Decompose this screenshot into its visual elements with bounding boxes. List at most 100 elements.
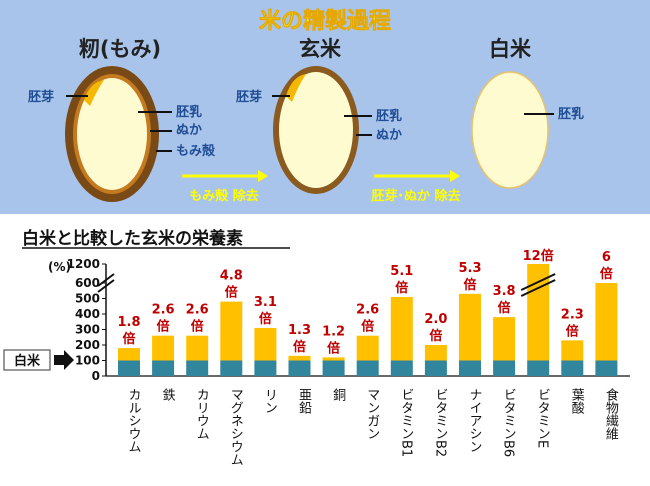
ratio-value-label: 4.8 [220, 269, 243, 284]
y-axis-break [97, 273, 115, 287]
ratio-value-label: 2.0 [424, 312, 447, 327]
bar-baseline-segment [424, 360, 447, 376]
bar [390, 296, 413, 361]
category-label: 鉄 [160, 388, 176, 401]
stage-name-paddy: 籾(もみ) [79, 37, 161, 61]
paddy-grain [65, 66, 159, 202]
category-label: リン [262, 388, 277, 414]
baseline-arrow [54, 350, 74, 370]
bar-baseline-segment [322, 360, 345, 376]
white-rice-endosperm-label: 胚乳 [558, 106, 584, 122]
ratio-value-label: 12倍 [523, 248, 554, 264]
bar [356, 335, 379, 361]
baseline-label: 白米 [14, 353, 41, 369]
step-arrow-1: もみ殻 除去 [182, 170, 268, 204]
rice-refining-diagram: 米の精製過程 籾(もみ) 玄米 白米 胚芽 胚乳 ぬか もみ殻 もみ殻 除去 胚… [0, 0, 650, 214]
y-tick-label: 0 [92, 369, 100, 383]
y-tick-label: 300 [75, 323, 100, 337]
ratio-value-label: 1.8 [117, 315, 140, 330]
bar-baseline-segment [527, 360, 550, 376]
chart-labels: 1.8倍カルシウム2.6倍鉄2.6倍カリウム4.8倍マグネシウム3.1倍リン1.… [117, 248, 618, 466]
paddy-endosperm [77, 78, 147, 190]
bar-baseline-segment [459, 360, 481, 376]
ratio-unit-label: 倍 [327, 340, 340, 356]
category-label: 食物繊維 [603, 387, 619, 440]
ratio-unit-label: 倍 [395, 280, 408, 296]
ratio-unit-label: 倍 [259, 311, 272, 327]
brown-rice-embryo [286, 74, 306, 102]
ratio-value-label: 3.1 [254, 295, 277, 310]
bar [288, 355, 311, 361]
bar-baseline-segment [595, 360, 618, 376]
y-tick-label: 400 [75, 307, 100, 321]
ratio-value-label: 2.6 [152, 303, 175, 318]
bar-break [520, 273, 556, 291]
y-tick-label: 500 [75, 292, 100, 306]
white-rice-grain [471, 71, 549, 189]
brown-rice-bran-label: ぬか [376, 128, 402, 143]
ratio-unit-label: 倍 [463, 277, 476, 293]
bar [527, 264, 550, 361]
bar [254, 327, 277, 361]
bar-baseline-segment [390, 360, 413, 376]
ratio-unit-label: 倍 [157, 319, 170, 335]
stage-name-white-rice: 白米 [489, 37, 532, 61]
bar [459, 293, 481, 361]
chart-bars [118, 264, 618, 376]
step-arrow-2: 胚芽･ぬか 除去 [371, 170, 461, 204]
paddy-husk-label: もみ殻 [176, 143, 216, 159]
category-label: ビタミンB6 [501, 388, 516, 457]
brown-rice-grain [273, 66, 359, 194]
process-title: 米の精製過程 [259, 8, 391, 34]
ratio-unit-label: 倍 [361, 319, 374, 335]
y-axis-unit-label: (%) [48, 260, 71, 274]
bar-baseline-segment [356, 360, 379, 376]
paddy-embryo-label: 胚芽 [28, 89, 54, 105]
bar-baseline-segment [561, 360, 584, 376]
y-tick-label: 600 [75, 276, 100, 290]
bar [118, 348, 140, 361]
brown-rice-embryo-label: 胚芽 [236, 89, 262, 105]
ratio-unit-label: 倍 [293, 339, 306, 355]
bar [322, 357, 345, 361]
category-label: ビタミンB2 [432, 388, 447, 457]
nutrient-chart: 白米と比較した玄米の栄養素 (%) 0 100 200 300 400 500 600 120… [0, 214, 650, 486]
paddy-labels: 胚芽 胚乳 ぬか もみ殻 [28, 89, 216, 159]
bar-baseline-segment [493, 360, 516, 376]
ratio-value-label: 3.8 [493, 284, 516, 299]
bar [424, 345, 447, 361]
category-label: カリウム [194, 388, 209, 440]
ratio-unit-label: 倍 [600, 266, 613, 282]
bar [186, 335, 209, 361]
ratio-value-label: 2.3 [561, 307, 584, 322]
brown-rice-endosperm [279, 72, 353, 188]
step-embryo-bran-removal: 胚芽･ぬか 除去 [371, 188, 460, 204]
ratio-value-label: 2.6 [356, 303, 379, 318]
ratio-unit-label: 倍 [122, 331, 135, 347]
paddy-bran-label: ぬか [176, 123, 202, 138]
bar [220, 301, 243, 361]
ratio-value-label: 5.1 [390, 264, 413, 279]
ratio-unit-label: 倍 [566, 323, 579, 339]
y-axis-break [97, 279, 115, 293]
ratio-unit-label: 倍 [429, 328, 442, 344]
ratio-value-label: 1.2 [322, 324, 345, 339]
bar [561, 340, 584, 361]
bar-baseline-segment [288, 360, 311, 376]
y-tick-label: 1200 [67, 257, 100, 271]
ratio-unit-label: 倍 [498, 300, 511, 316]
category-label: カルシウム [126, 388, 141, 453]
ratio-value-label: 1.3 [288, 323, 311, 338]
bar [595, 283, 618, 361]
category-label: マグネシウム [228, 388, 244, 466]
baseline-label-box [3, 349, 51, 371]
rice-diagram-svg: 米の精製過程 籾(もみ) 玄米 白米 胚芽 胚乳 ぬか もみ殻 もみ殻 除去 胚… [28, 8, 584, 204]
bar-break [520, 279, 556, 297]
paddy-embryo [84, 80, 104, 106]
bar-baseline-segment [254, 360, 277, 376]
y-tick-label: 100 [75, 354, 100, 368]
bar-baseline-segment [118, 360, 140, 376]
ratio-value-label: 5.3 [458, 261, 481, 276]
category-label: ナイアシン [467, 388, 482, 453]
ratio-value-label: 2.6 [186, 303, 209, 318]
